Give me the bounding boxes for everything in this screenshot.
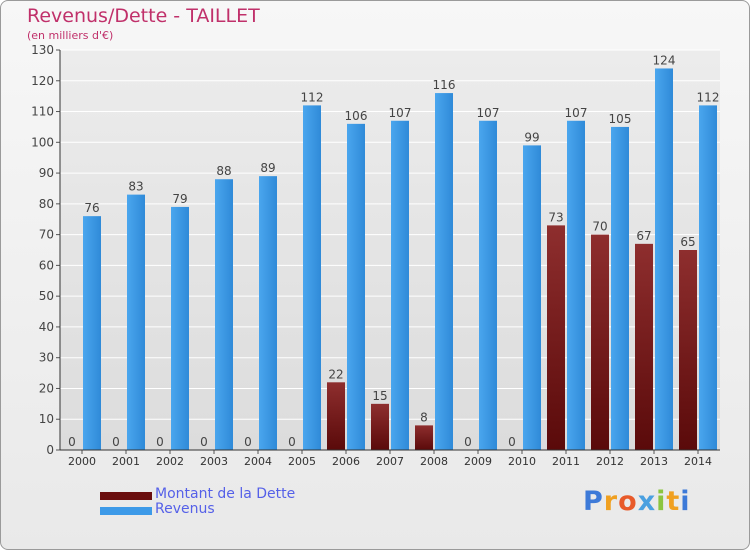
y-tick-label: 110	[31, 105, 54, 119]
debt-bar-label: 8	[420, 410, 428, 424]
debt-bar-label: 0	[244, 435, 252, 449]
x-tick-label: 2000	[68, 455, 96, 468]
debt-bar-label: 73	[548, 210, 563, 224]
x-tick-label: 2004	[244, 455, 272, 468]
x-tick-label: 2002	[156, 455, 184, 468]
debt-bar	[371, 403, 389, 450]
debt-bar-label: 22	[328, 367, 343, 381]
revenue-bar-label: 88	[216, 164, 231, 178]
revenue-bar	[83, 216, 101, 450]
debt-bar-label: 0	[68, 435, 76, 449]
revenue-bar-label: 107	[565, 106, 588, 120]
revenue-bar	[611, 126, 629, 450]
revenue-bar-label: 106	[345, 109, 368, 123]
y-tick-label: 40	[39, 320, 54, 334]
debt-bar-label: 0	[156, 435, 164, 449]
revenue-bar-label: 124	[653, 53, 676, 67]
revenue-bar	[171, 206, 189, 450]
debt-bar-label: 0	[464, 435, 472, 449]
y-tick-label: 130	[31, 43, 54, 57]
y-tick-label: 0	[46, 443, 54, 457]
revenue-bar-label: 112	[697, 90, 720, 104]
revenue-bar-label: 79	[172, 192, 187, 206]
x-tick-label: 2010	[508, 455, 536, 468]
x-tick-label: 2013	[640, 455, 668, 468]
x-tick-label: 2003	[200, 455, 228, 468]
debt-bar-label: 0	[112, 435, 120, 449]
revenue-bar	[259, 176, 277, 450]
chart-title: Revenus/Dette - TAILLET	[27, 5, 260, 27]
debt-bar-label: 70	[592, 220, 607, 234]
y-tick-label: 10	[39, 412, 54, 426]
legend-swatch-revenue	[100, 507, 152, 515]
plot-area	[60, 50, 720, 450]
revenue-bar-label: 112	[301, 90, 324, 104]
revenue-bar	[435, 93, 453, 451]
revenue-bar	[523, 145, 541, 450]
debt-bar-label: 15	[372, 389, 387, 403]
debt-bar-label: 0	[508, 435, 516, 449]
x-tick-label: 2007	[376, 455, 404, 468]
x-tick-label: 2012	[596, 455, 624, 468]
y-tick-label: 80	[39, 197, 54, 211]
y-tick-label: 50	[39, 289, 54, 303]
y-tick-label: 20	[39, 381, 54, 395]
debt-bar-label: 65	[680, 235, 695, 249]
revenue-bar-label: 89	[260, 161, 275, 175]
debt-bar	[415, 425, 433, 450]
revenue-bar	[479, 120, 497, 451]
revenue-bar-label: 99	[524, 130, 539, 144]
y-tick-label: 30	[39, 351, 54, 365]
revenue-bar-label: 116	[433, 78, 456, 92]
x-tick-label: 2014	[684, 455, 712, 468]
debt-bar-label: 67	[636, 229, 651, 243]
revenue-bar	[699, 105, 717, 450]
x-tick-label: 2009	[464, 455, 492, 468]
legend-swatch-debt	[100, 492, 152, 500]
debt-bar	[679, 250, 697, 450]
y-tick-label: 70	[39, 228, 54, 242]
y-tick-label: 100	[31, 135, 54, 149]
revenue-bar	[127, 194, 145, 450]
debt-bar	[327, 382, 345, 450]
chart-subtitle: (en milliers d'€)	[27, 29, 114, 42]
revenue-bar	[391, 120, 409, 451]
x-tick-label: 2008	[420, 455, 448, 468]
revenue-bar	[567, 120, 585, 451]
revenue-bar	[655, 68, 673, 450]
debt-bar-label: 0	[200, 435, 208, 449]
y-tick-label: 60	[39, 258, 54, 272]
x-tick-label: 2005	[288, 455, 316, 468]
revenue-bar-label: 107	[389, 106, 412, 120]
x-tick-label: 2006	[332, 455, 360, 468]
revenue-bar-label: 83	[128, 180, 143, 194]
proxiti-logo: Proxiti	[583, 486, 691, 517]
revenue-bar	[215, 179, 233, 450]
y-tick-label: 120	[31, 74, 54, 88]
revenue-bar	[347, 123, 365, 450]
debt-bar	[591, 234, 609, 450]
x-tick-label: 2011	[552, 455, 580, 468]
legend-label-revenue: Revenus	[155, 501, 215, 517]
y-tick-label: 90	[39, 166, 54, 180]
revenue-bar-label: 105	[609, 112, 632, 126]
debt-bar	[635, 243, 653, 450]
debt-bar-label: 0	[288, 435, 296, 449]
revenue-bar-label: 76	[84, 201, 99, 215]
revenue-bar	[303, 105, 321, 450]
revenue-bar-label: 107	[477, 106, 500, 120]
debt-bar	[547, 225, 565, 450]
x-tick-label: 2001	[112, 455, 140, 468]
legend-label-debt: Montant de la Dette	[155, 486, 296, 502]
